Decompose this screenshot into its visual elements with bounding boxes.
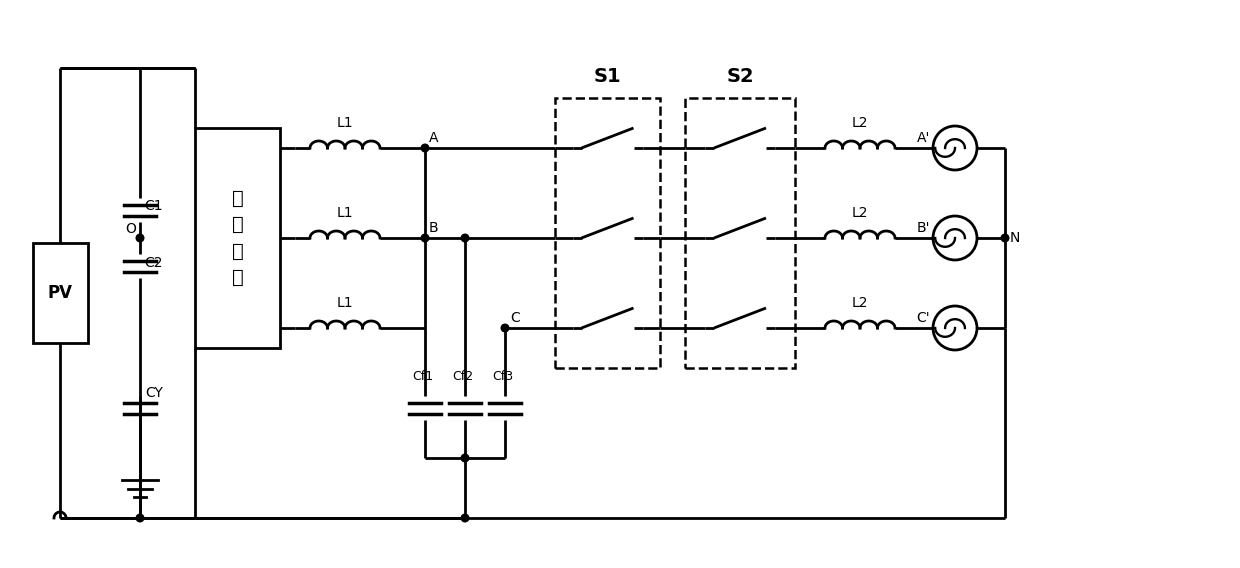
Text: N: N	[1011, 231, 1021, 245]
Text: B: B	[429, 221, 439, 235]
Text: S1: S1	[594, 67, 621, 86]
Circle shape	[136, 514, 144, 522]
Circle shape	[1001, 234, 1009, 242]
Text: L2: L2	[852, 206, 868, 220]
Text: A: A	[429, 131, 439, 145]
Text: C2: C2	[144, 256, 162, 270]
Text: PV: PV	[47, 284, 72, 302]
Circle shape	[136, 234, 144, 242]
Text: Cf2: Cf2	[453, 370, 474, 383]
Circle shape	[461, 234, 469, 242]
Text: S2: S2	[727, 67, 754, 86]
Bar	[32, 243, 88, 343]
Text: L1: L1	[337, 206, 353, 220]
Bar	[684, 98, 795, 368]
Text: CY: CY	[145, 386, 162, 400]
Circle shape	[422, 234, 429, 242]
Text: L2: L2	[852, 296, 868, 310]
Text: L1: L1	[337, 296, 353, 310]
Circle shape	[461, 454, 469, 462]
Text: C1: C1	[144, 199, 162, 213]
Circle shape	[501, 324, 508, 332]
Text: L2: L2	[852, 116, 868, 130]
Bar	[556, 98, 660, 368]
Text: C: C	[510, 311, 520, 325]
Text: A': A'	[916, 131, 930, 145]
Text: Cf3: Cf3	[492, 370, 513, 383]
Text: Cf1: Cf1	[413, 370, 434, 383]
Circle shape	[422, 144, 429, 152]
Text: B': B'	[916, 221, 930, 235]
Text: 逆
变
单
元: 逆 变 单 元	[232, 189, 243, 287]
Text: L1: L1	[337, 116, 353, 130]
Circle shape	[461, 514, 469, 522]
Text: O: O	[125, 222, 136, 236]
Text: C': C'	[916, 311, 930, 325]
Bar	[195, 128, 280, 348]
